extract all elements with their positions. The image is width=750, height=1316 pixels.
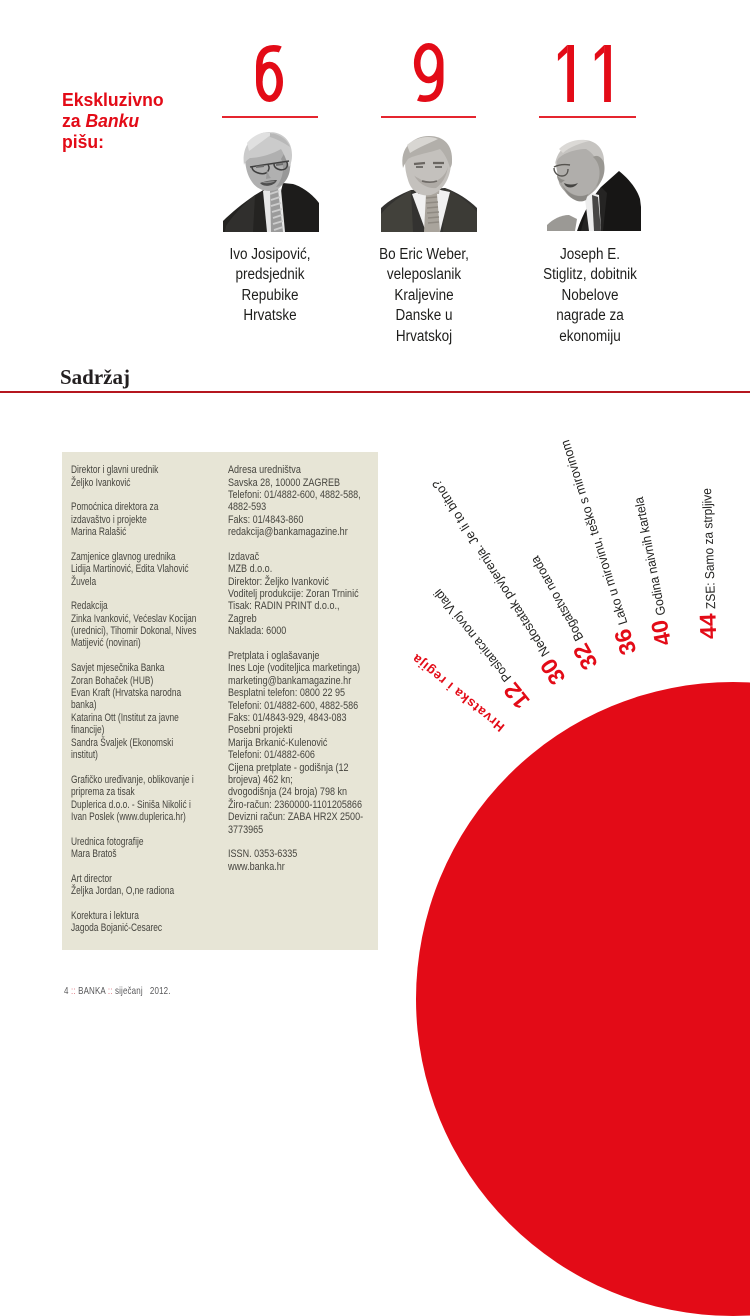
svg-text:32: 32 [568,639,603,674]
svg-text:ZSE: Samo za strpljive: ZSE: Samo za strpljive [700,488,719,609]
svg-text:40: 40 [646,618,676,648]
svg-text:36: 36 [609,626,642,658]
svg-text:Lako u mirovinu, teško s mirov: Lako u mirovinu, teško s mirovinom [558,438,630,626]
svg-text:Godina naivnih kartela: Godina naivnih kartela [632,496,669,617]
svg-text:44: 44 [694,613,721,640]
